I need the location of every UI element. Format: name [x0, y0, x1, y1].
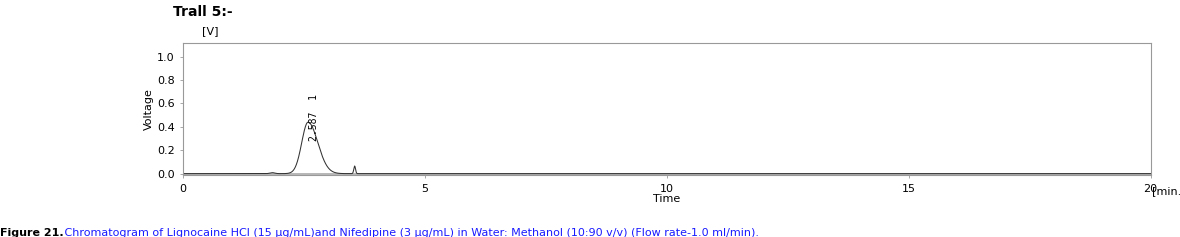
Text: Figure 21.: Figure 21.: [0, 228, 64, 237]
Y-axis label: Voltage: Voltage: [144, 88, 155, 130]
X-axis label: Time: Time: [653, 194, 681, 204]
Text: [min.]: [min.]: [1153, 186, 1180, 196]
Text: 2.587  1: 2.587 1: [309, 94, 319, 141]
Text: Trall 5:-: Trall 5:-: [173, 5, 232, 19]
Text: [V]: [V]: [202, 26, 218, 36]
Text: Chromatogram of Lignocaine HCl (15 μg/mL)and Nifedipine (3 μg/mL) in Water: Meth: Chromatogram of Lignocaine HCl (15 μg/mL…: [61, 228, 760, 237]
